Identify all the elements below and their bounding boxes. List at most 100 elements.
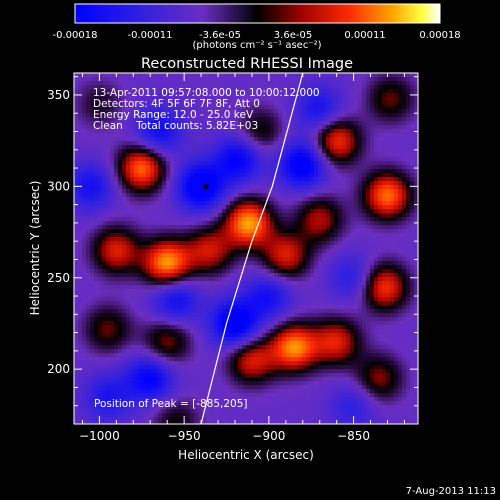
heatmap-cell — [162, 73, 167, 78]
heatmap-cell — [182, 305, 187, 310]
heatmap-cell — [270, 101, 275, 106]
heatmap-cell — [222, 137, 227, 142]
heatmap-cell — [146, 333, 151, 338]
heatmap-cell — [254, 417, 259, 422]
heatmap-cell — [102, 153, 107, 158]
heatmap-cell — [146, 129, 151, 134]
heatmap-cell — [230, 213, 235, 218]
heatmap-cell — [262, 393, 267, 398]
heatmap-cell — [194, 185, 199, 190]
heatmap-cell — [138, 233, 143, 238]
heatmap-cell — [194, 233, 199, 238]
heatmap-cell — [190, 205, 195, 210]
heatmap-cell — [290, 137, 295, 142]
heatmap-cell — [294, 229, 299, 234]
heatmap-cell — [258, 189, 263, 194]
heatmap-cell — [274, 421, 279, 424]
heatmap-cell — [114, 157, 119, 162]
heatmap-cell — [250, 385, 255, 390]
heatmap-cell — [126, 289, 131, 294]
heatmap-cell — [114, 305, 119, 310]
heatmap-cell — [146, 321, 151, 326]
heatmap-cell — [170, 233, 175, 238]
heatmap-cell — [254, 77, 259, 82]
heatmap-cell — [294, 161, 299, 166]
heatmap-cell — [230, 177, 235, 182]
heatmap-cell — [202, 89, 207, 94]
heatmap-cell — [294, 409, 299, 414]
heatmap-cell — [218, 121, 223, 126]
heatmap-cell — [230, 313, 235, 318]
heatmap-cell — [210, 193, 215, 198]
heatmap-cell — [238, 273, 243, 278]
heatmap-cell — [74, 249, 79, 254]
heatmap-cell — [290, 193, 295, 198]
heatmap-cell — [162, 285, 167, 290]
heatmap-cell — [142, 189, 147, 194]
heatmap-cell — [294, 89, 299, 94]
heatmap-cell — [182, 245, 187, 250]
heatmap-cell — [190, 257, 195, 262]
heatmap-cell — [114, 217, 119, 222]
heatmap-cell — [246, 85, 251, 90]
heatmap-cell — [126, 357, 131, 362]
heatmap-cell — [90, 97, 95, 102]
heatmap-cell — [242, 341, 247, 346]
heatmap-cell — [270, 157, 275, 162]
heatmap-cell — [254, 149, 259, 154]
heatmap-cell — [162, 301, 167, 306]
heatmap-cell — [250, 233, 255, 238]
heatmap-cell — [122, 389, 127, 394]
heatmap-cell — [230, 253, 235, 258]
heatmap-cell — [226, 309, 231, 314]
heatmap-cell — [194, 405, 199, 410]
heatmap-cell — [250, 89, 255, 94]
heatmap-cell — [170, 257, 175, 262]
heatmap-cell — [282, 229, 287, 234]
heatmap-cell — [166, 301, 171, 306]
heatmap-cell — [230, 361, 235, 366]
heatmap-cell — [202, 377, 207, 382]
heatmap-cell — [198, 413, 203, 418]
heatmap-cell — [270, 229, 275, 234]
heatmap-cell — [290, 397, 295, 402]
heatmap-cell — [166, 193, 171, 198]
heatmap-cell — [246, 237, 251, 242]
heatmap-cell — [130, 401, 135, 406]
heatmap-cell — [126, 409, 131, 414]
heatmap-cell — [230, 169, 235, 174]
heatmap-cell — [210, 357, 215, 362]
heatmap-cell — [282, 181, 287, 186]
heatmap-cell — [290, 297, 295, 302]
heatmap-cell — [90, 341, 95, 346]
heatmap-cell — [282, 241, 287, 246]
heatmap-cell — [270, 397, 275, 402]
heatmap-cell — [214, 137, 219, 142]
heatmap-cell — [282, 409, 287, 414]
heatmap-cell — [174, 145, 179, 150]
heatmap-cell — [258, 113, 263, 118]
heatmap-cell — [190, 141, 195, 146]
heatmap-cell — [162, 341, 167, 346]
heatmap-cell — [242, 361, 247, 366]
heatmap-cell — [274, 381, 279, 386]
heatmap-cell — [162, 93, 167, 98]
heatmap-cell — [182, 85, 187, 90]
heatmap-cell — [118, 85, 123, 90]
heatmap-cell — [290, 421, 295, 424]
heatmap-cell — [282, 213, 287, 218]
heatmap-cell — [146, 109, 151, 114]
heatmap-cell — [206, 101, 211, 106]
heatmap-cell — [118, 121, 123, 126]
heatmap-cell — [86, 257, 91, 262]
heatmap-cell — [246, 421, 251, 424]
heatmap-cell — [226, 217, 231, 222]
heatmap-cell — [206, 149, 211, 154]
heatmap-cell — [138, 261, 143, 266]
heatmap-cell — [218, 241, 223, 246]
heatmap-cell — [206, 153, 211, 158]
heatmap-cell — [82, 309, 87, 314]
heatmap-cell — [150, 321, 155, 326]
heatmap-cell — [90, 185, 95, 190]
heatmap-cell — [146, 341, 151, 346]
